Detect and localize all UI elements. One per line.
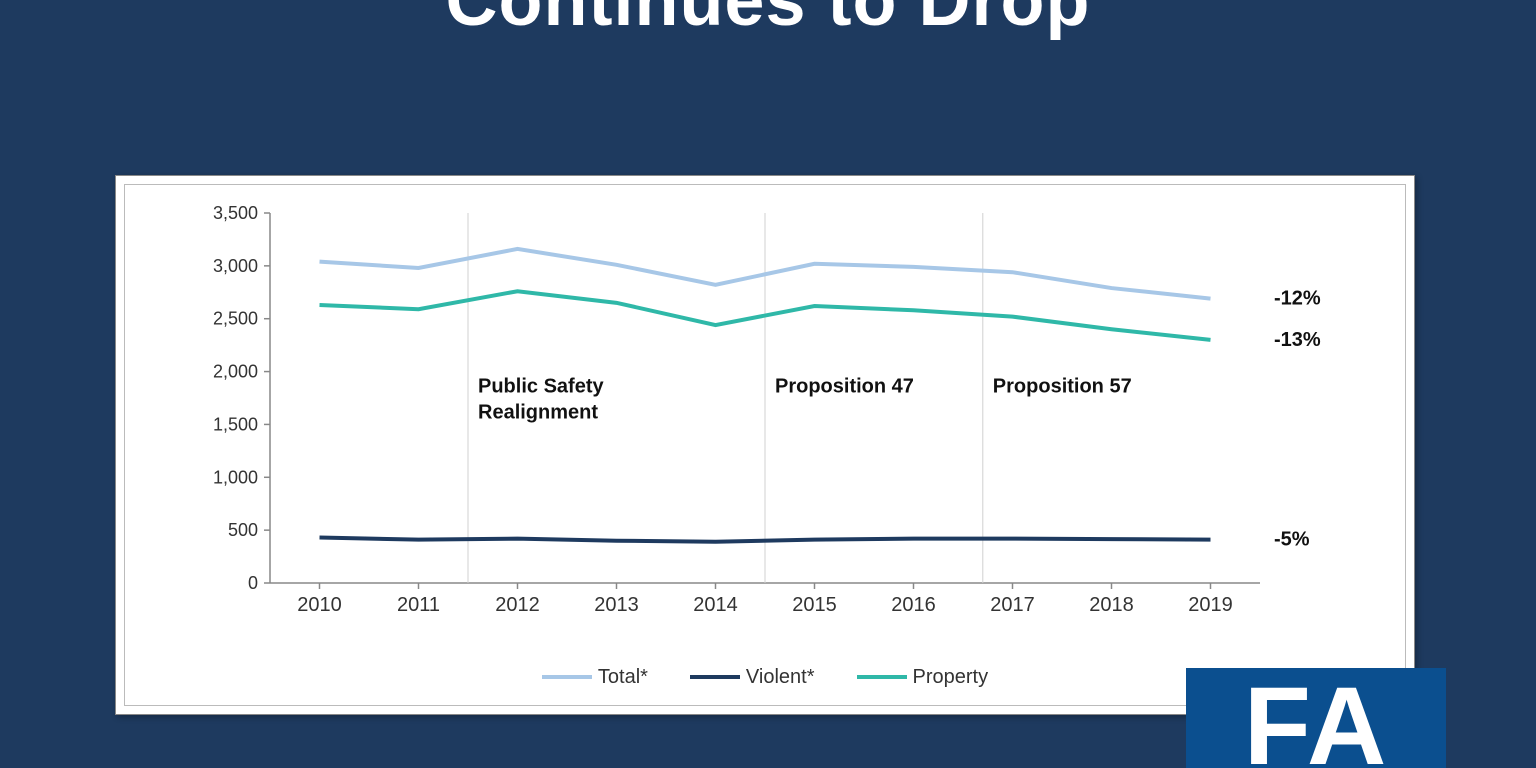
- x-tick-label: 2016: [891, 594, 936, 616]
- x-tick-label: 2014: [693, 594, 738, 616]
- legend-item: Property: [857, 666, 989, 689]
- x-tick-label: 2019: [1188, 594, 1233, 616]
- x-tick-label: 2015: [792, 594, 837, 616]
- y-tick-label: 1,500: [213, 414, 258, 434]
- y-tick-label: 2,000: [213, 362, 258, 382]
- x-tick-label: 2011: [397, 594, 440, 616]
- chart-svg: 0 500 1,000 1,500 2,000 2,500 3,000 3,500 Public…: [200, 203, 1335, 623]
- y-tick-label: 0: [248, 573, 258, 593]
- chart-container: 0 500 1,000 1,500 2,000 2,500 3,000 3,500 Public…: [115, 175, 1415, 715]
- legend-label: Violent*: [746, 666, 815, 689]
- chart-annotation: Proposition 47: [775, 376, 914, 398]
- footer-logo-text: FA: [1244, 672, 1389, 768]
- x-tick-label: 2017: [990, 594, 1035, 616]
- chart-annotation: Proposition 57: [993, 376, 1132, 398]
- y-tick-label: 500: [228, 520, 258, 540]
- x-tick-label: 2010: [297, 594, 342, 616]
- legend-label: Property: [913, 666, 989, 689]
- x-tick-label: 2018: [1089, 594, 1134, 616]
- legend-swatch: [690, 675, 740, 679]
- legend-swatch: [542, 675, 592, 679]
- series-end-label: -13%: [1274, 329, 1321, 351]
- chart-inner: 0 500 1,000 1,500 2,000 2,500 3,000 3,500 Public…: [124, 184, 1406, 706]
- x-tick-label: 2012: [495, 594, 540, 616]
- y-tick-label: 1,000: [213, 467, 258, 487]
- x-tick-label: 2013: [594, 594, 639, 616]
- series-end-label: -12%: [1274, 288, 1321, 310]
- chart-annotation: Public Safety: [478, 376, 604, 398]
- chart-annotation: Realignment: [478, 402, 598, 424]
- y-tick-label: 2,500: [213, 309, 258, 329]
- y-tick-label: 3,000: [213, 256, 258, 276]
- legend-swatch: [857, 675, 907, 679]
- footer-logo: FA: [1186, 668, 1446, 768]
- series-end-label: -5%: [1274, 529, 1310, 551]
- y-tick-label: 3,500: [213, 203, 258, 223]
- legend-item: Violent*: [690, 666, 815, 689]
- page-title: Continues to Drop: [0, 0, 1536, 42]
- legend-label: Total*: [598, 666, 648, 689]
- legend-item: Total*: [542, 666, 648, 689]
